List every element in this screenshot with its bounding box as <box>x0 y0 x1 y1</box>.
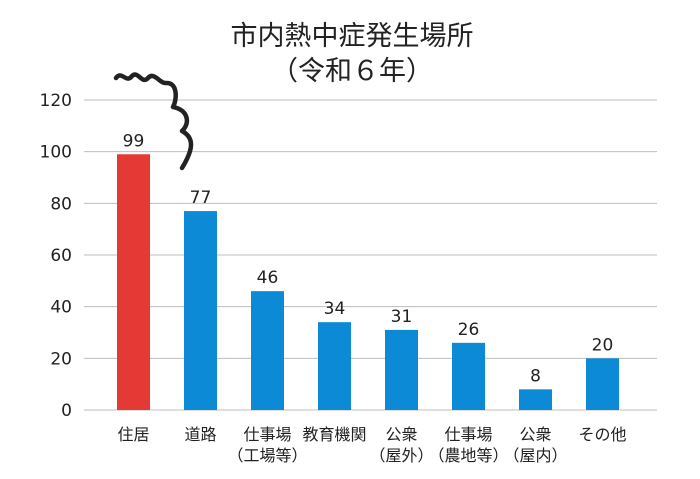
data-label: 8 <box>530 366 541 386</box>
y-axis-ticks: 0 20 40 60 80 100 120 <box>40 91 72 421</box>
y-tick-label: 120 <box>40 91 72 111</box>
data-label: 26 <box>458 320 480 340</box>
gridlines <box>84 99 657 411</box>
bar <box>586 358 619 410</box>
bar <box>385 329 418 410</box>
category-label: （屋外） <box>369 446 433 465</box>
bar <box>318 322 351 410</box>
data-label: 99 <box>123 131 145 151</box>
bar <box>251 291 284 410</box>
category-label: 教育機関 <box>302 425 366 444</box>
bar <box>117 154 150 410</box>
bar <box>452 342 485 410</box>
y-tick-label: 100 <box>40 143 72 163</box>
y-tick-label: 80 <box>50 194 72 214</box>
y-tick-label: 40 <box>50 298 72 318</box>
category-label: （農地等） <box>428 446 508 465</box>
data-label: 20 <box>592 335 614 355</box>
category-labels: 住居 道路 仕事場（工場等）教育機関 公衆（屋外）仕事場（農地等）公衆（屋内）その他 <box>117 425 626 465</box>
category-label: 仕事場 <box>444 425 492 444</box>
category-label: 公衆 <box>519 425 551 444</box>
category-label: 公衆 <box>385 425 417 444</box>
category-label: 仕事場 <box>243 425 291 444</box>
category-label: その他 <box>578 425 626 444</box>
y-tick-label: 20 <box>50 349 72 369</box>
chart-title: 市内熱中症発生場所 <box>231 21 474 52</box>
squiggle-decoration <box>113 72 194 171</box>
bar <box>519 389 552 410</box>
bars <box>117 154 619 410</box>
data-label: 77 <box>190 188 212 208</box>
y-tick-label: 60 <box>50 246 72 266</box>
category-label: （工場等） <box>227 446 307 465</box>
data-labels: 99 77 46 34 31 26 8 20 <box>123 131 614 386</box>
y-tick-label: 0 <box>61 401 72 421</box>
data-label: 31 <box>391 307 413 327</box>
data-label: 46 <box>257 268 279 288</box>
category-label: （屋内） <box>503 446 567 465</box>
chart-subtitle: （令和６年） <box>271 56 433 87</box>
data-label: 34 <box>324 299 346 319</box>
bar <box>184 211 217 410</box>
category-label: 住居 <box>117 425 149 444</box>
category-label: 道路 <box>184 425 216 444</box>
